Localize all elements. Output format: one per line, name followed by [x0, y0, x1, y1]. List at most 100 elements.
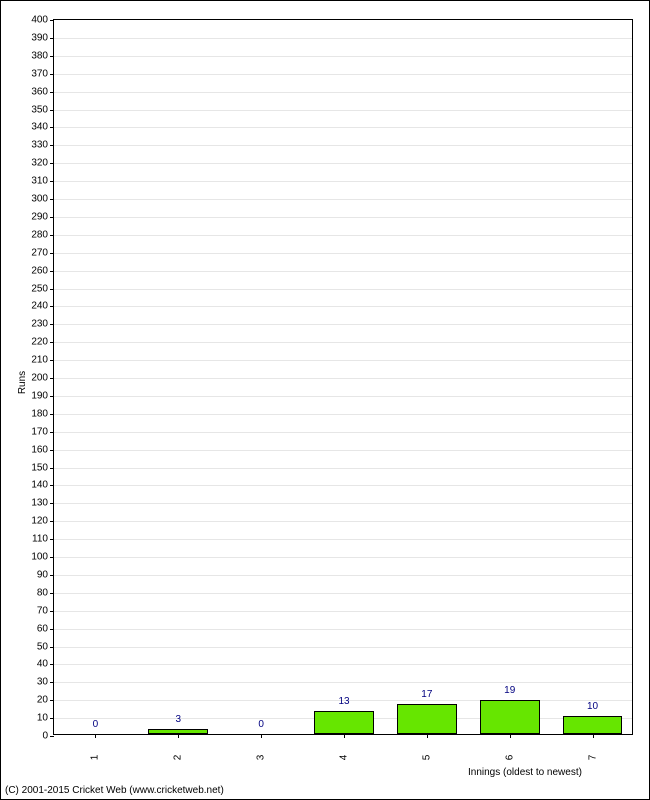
ytick-mark [50, 181, 54, 182]
ytick-label: 380 [31, 50, 48, 61]
ytick-label: 210 [31, 355, 48, 366]
gridline [54, 396, 632, 397]
ytick-label: 110 [32, 534, 48, 545]
ytick-mark [50, 271, 54, 272]
ytick-mark [50, 253, 54, 254]
ytick-label: 70 [37, 605, 48, 616]
gridline [54, 199, 632, 200]
ytick-mark [50, 342, 54, 343]
ytick-mark [50, 700, 54, 701]
ytick-mark [50, 468, 54, 469]
ytick-label: 370 [31, 68, 48, 79]
gridline [54, 611, 632, 612]
ytick-mark [50, 736, 54, 737]
ytick-label: 300 [31, 194, 48, 205]
ytick-label: 320 [31, 158, 48, 169]
gridline [54, 74, 632, 75]
ytick-label: 280 [31, 229, 48, 240]
xtick-label: 6 [504, 755, 515, 761]
ytick-label: 30 [37, 677, 48, 688]
y-axis-title: Runs [17, 371, 28, 394]
plot-area: 0102030405060708090100110120130140150160… [53, 19, 633, 735]
ytick-mark [50, 324, 54, 325]
ytick-mark [50, 360, 54, 361]
ytick-label: 360 [31, 86, 48, 97]
gridline [54, 432, 632, 433]
ytick-mark [50, 127, 54, 128]
ytick-mark [50, 521, 54, 522]
ytick-mark [50, 629, 54, 630]
gridline [54, 110, 632, 111]
copyright-text: (C) 2001-2015 Cricket Web (www.cricketwe… [5, 785, 224, 796]
bar-value-label: 0 [258, 719, 264, 730]
gridline [54, 664, 632, 665]
ytick-mark [50, 682, 54, 683]
gridline [54, 629, 632, 630]
xtick-mark [95, 734, 96, 738]
gridline [54, 450, 632, 451]
bar-value-label: 17 [421, 689, 432, 700]
gridline [54, 378, 632, 379]
ytick-mark [50, 56, 54, 57]
ytick-mark [50, 217, 54, 218]
gridline [54, 56, 632, 57]
xtick-label: 2 [173, 755, 184, 761]
ytick-mark [50, 593, 54, 594]
ytick-label: 170 [31, 426, 48, 437]
bar-value-label: 3 [176, 714, 182, 725]
xtick-mark [178, 734, 179, 738]
ytick-mark [50, 539, 54, 540]
ytick-mark [50, 289, 54, 290]
gridline [54, 647, 632, 648]
xtick-mark [344, 734, 345, 738]
ytick-label: 250 [31, 283, 48, 294]
ytick-mark [50, 485, 54, 486]
xtick-label: 3 [256, 755, 267, 761]
xtick-mark [427, 734, 428, 738]
ytick-label: 330 [31, 140, 48, 151]
ytick-label: 230 [31, 319, 48, 330]
ytick-label: 390 [31, 32, 48, 43]
ytick-mark [50, 378, 54, 379]
xtick-label: 1 [90, 755, 101, 761]
ytick-label: 120 [31, 516, 48, 527]
ytick-label: 350 [31, 104, 48, 115]
ytick-mark [50, 414, 54, 415]
gridline [54, 324, 632, 325]
gridline [54, 503, 632, 504]
ytick-label: 260 [31, 265, 48, 276]
ytick-label: 90 [37, 569, 48, 580]
gridline [54, 575, 632, 576]
ytick-mark [50, 575, 54, 576]
gridline [54, 521, 632, 522]
gridline [54, 271, 632, 272]
ytick-label: 340 [31, 122, 48, 133]
gridline [54, 235, 632, 236]
gridline [54, 127, 632, 128]
ytick-mark [50, 92, 54, 93]
ytick-label: 200 [31, 373, 48, 384]
gridline [54, 253, 632, 254]
bar [314, 711, 374, 734]
bar [480, 700, 540, 734]
ytick-mark [50, 718, 54, 719]
ytick-mark [50, 611, 54, 612]
bar-value-label: 10 [587, 701, 598, 712]
xtick-label: 7 [587, 755, 598, 761]
ytick-label: 80 [37, 587, 48, 598]
ytick-mark [50, 450, 54, 451]
ytick-mark [50, 199, 54, 200]
gridline [54, 468, 632, 469]
gridline [54, 145, 632, 146]
ytick-mark [50, 503, 54, 504]
ytick-label: 240 [31, 301, 48, 312]
ytick-label: 160 [31, 444, 48, 455]
ytick-label: 400 [31, 15, 48, 26]
ytick-label: 220 [31, 337, 48, 348]
ytick-label: 100 [31, 552, 48, 563]
gridline [54, 92, 632, 93]
ytick-mark [50, 557, 54, 558]
bar [563, 716, 623, 734]
gridline [54, 38, 632, 39]
ytick-label: 60 [37, 623, 48, 634]
